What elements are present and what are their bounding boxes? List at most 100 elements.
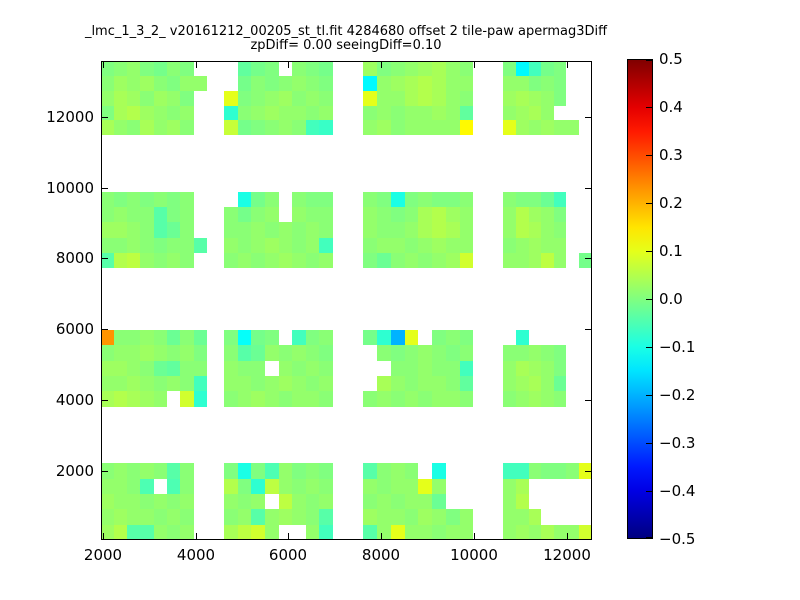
- heatmap-cell: [503, 479, 516, 494]
- heatmap-cell: [460, 120, 473, 135]
- heatmap-cell: [102, 207, 114, 222]
- heatmap-cell: [405, 253, 418, 268]
- heatmap-cell: [516, 330, 529, 345]
- heatmap-cell: [418, 345, 432, 361]
- heatmap-cell: [541, 345, 554, 361]
- heatmap-cell: [114, 345, 127, 361]
- heatmap-cell: [265, 253, 279, 268]
- plot-area: [101, 61, 592, 540]
- heatmap-cell: [194, 76, 207, 91]
- heatmap-cell: [180, 62, 194, 76]
- heatmap-cell: [503, 509, 516, 525]
- heatmap-cell: [503, 238, 516, 253]
- heatmap-cell: [279, 222, 292, 238]
- heatmap-cell: [432, 361, 446, 376]
- heatmap-cell: [292, 494, 306, 509]
- heatmap-cell: [377, 376, 391, 391]
- heatmap-cell: [224, 330, 238, 345]
- heatmap-cell: [319, 222, 333, 238]
- heatmap-cell: [377, 222, 391, 238]
- heatmap-cell: [319, 494, 333, 509]
- heatmap-cell: [180, 253, 194, 268]
- heatmap-cell: [114, 494, 127, 509]
- heatmap-cell: [377, 192, 391, 207]
- heatmap-cell: [102, 91, 114, 106]
- heatmap-cell: [529, 345, 541, 361]
- heatmap-cell: [279, 91, 292, 106]
- heatmap-cell: [194, 330, 207, 345]
- heatmap-cell: [566, 525, 579, 539]
- heatmap-cell: [363, 509, 377, 525]
- heatmap-cell: [363, 238, 377, 253]
- heatmap-cell: [446, 120, 460, 135]
- heatmap-cell: [377, 62, 391, 76]
- heatmap-cell: [102, 120, 114, 135]
- heatmap-cell: [292, 62, 306, 76]
- heatmap-cell: [405, 207, 418, 222]
- heatmap-cell: [279, 76, 292, 91]
- heatmap-cell: [167, 509, 180, 525]
- heatmap-cell: [292, 222, 306, 238]
- heatmap-cell: [432, 509, 446, 525]
- colorbar-tick-label: 0.4: [659, 98, 683, 116]
- heatmap-cell: [140, 207, 154, 222]
- x-axis-tick: [103, 62, 104, 68]
- heatmap-cell: [238, 330, 251, 345]
- y-tick-label: 4000: [55, 391, 94, 409]
- heatmap-cell: [319, 525, 333, 539]
- heatmap-cell: [391, 494, 405, 509]
- heatmap-cell: [279, 120, 292, 135]
- heatmap-cell: [516, 376, 529, 391]
- heatmap-cell: [127, 238, 140, 253]
- heatmap-cell: [251, 479, 265, 494]
- heatmap-cell: [418, 62, 432, 76]
- colorbar-tick: [646, 347, 652, 348]
- heatmap-cell: [127, 494, 140, 509]
- heatmap-cell: [279, 253, 292, 268]
- heatmap-cell: [460, 525, 473, 539]
- heatmap-cell: [516, 106, 529, 120]
- heatmap-cell: [238, 463, 251, 479]
- heatmap-cell: [503, 525, 516, 539]
- heatmap-cell: [238, 76, 251, 91]
- heatmap-cell: [279, 238, 292, 253]
- heatmap-cell: [377, 207, 391, 222]
- heatmap-cell: [418, 361, 432, 376]
- heatmap-cell: [154, 330, 167, 345]
- heatmap-cell: [405, 376, 418, 391]
- heatmap-cell: [432, 120, 446, 135]
- heatmap-cell: [238, 106, 251, 120]
- heatmap-cell: [224, 479, 238, 494]
- heatmap-cell: [432, 253, 446, 268]
- x-axis-tick: [567, 62, 568, 68]
- heatmap-cell: [306, 120, 319, 135]
- heatmap-cell: [251, 361, 265, 376]
- heatmap-cell: [503, 222, 516, 238]
- heatmap-cell: [127, 361, 140, 376]
- heatmap-cell: [391, 361, 405, 376]
- heatmap-cell: [432, 479, 446, 494]
- colorbar-tick: [646, 395, 652, 396]
- heatmap-cell: [140, 345, 154, 361]
- heatmap-cell: [114, 62, 127, 76]
- heatmap-cell: [460, 253, 473, 268]
- colorbar-tick: [646, 251, 652, 252]
- heatmap-cell: [167, 479, 180, 494]
- heatmap-cell: [127, 391, 140, 407]
- heatmap-cell: [503, 106, 516, 120]
- heatmap-cell: [446, 345, 460, 361]
- heatmap-cell: [363, 91, 377, 106]
- heatmap-cell: [251, 192, 265, 207]
- x-axis-tick: [567, 533, 568, 539]
- heatmap-cell: [391, 525, 405, 539]
- heatmap-cell: [503, 345, 516, 361]
- heatmap-cell: [418, 479, 432, 494]
- heatmap-cell: [154, 361, 167, 376]
- heatmap-cell: [529, 376, 541, 391]
- heatmap-cell: [114, 76, 127, 91]
- heatmap-cell: [391, 479, 405, 494]
- x-axis-tick: [196, 533, 197, 539]
- heatmap-cell: [180, 330, 194, 345]
- heatmap-cell: [251, 238, 265, 253]
